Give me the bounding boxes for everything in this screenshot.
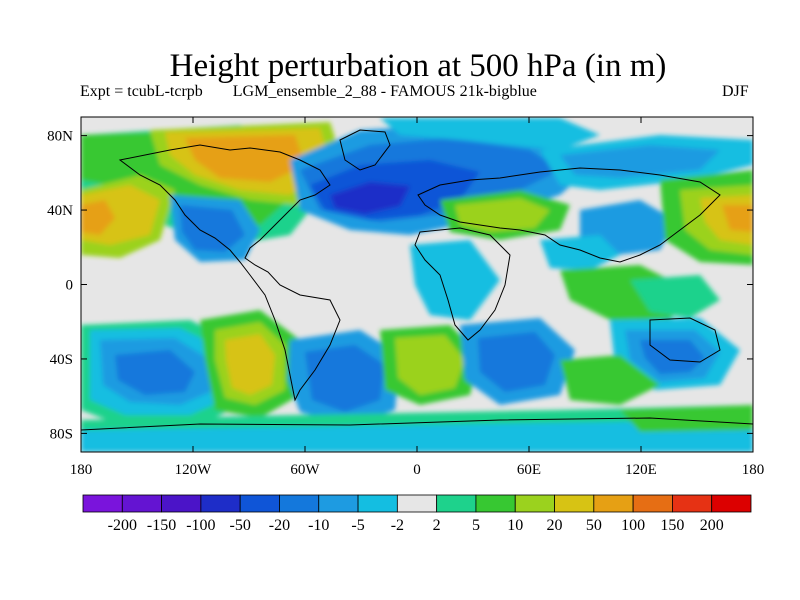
colorbar-label: -150 <box>147 517 176 534</box>
colorbar: -200 -150 -100 -50 -20 -10 -5 -2 2 5 10 20 50 100 150 2… <box>82 494 752 534</box>
run-label: LGM_ensemble_2_88 - FAMOUS 21k-bigblue <box>232 83 537 100</box>
colorbar-swatch <box>161 494 202 513</box>
colorbar-swatch <box>436 494 477 513</box>
x-tick-label: 60E <box>517 462 541 478</box>
antarctica-outline <box>81 417 753 431</box>
subtitle-experiment: Expt = tcubL-tcrpb LGM_ensemble_2_88 - F… <box>80 82 537 102</box>
colorbar-label: 5 <box>472 517 480 534</box>
x-tick-label: 120W <box>175 462 213 478</box>
colorbar-label: 100 <box>621 517 645 534</box>
colorbar-swatch <box>200 494 241 513</box>
colorbar-swatch <box>121 494 162 513</box>
colorbar-swatch <box>632 494 673 513</box>
colorbar-swatch <box>672 494 713 513</box>
colorbar-label: -2 <box>391 517 404 534</box>
colorbar-label: -200 <box>108 517 137 534</box>
experiment-label: Expt = tcubL-tcrpb <box>80 83 203 100</box>
colorbar-swatch <box>357 494 398 513</box>
colorbar-swatch <box>514 494 555 513</box>
x-tick-label: 180 <box>742 462 765 478</box>
colorbar-label: -50 <box>230 517 251 534</box>
colorbar-swatch <box>396 494 438 513</box>
colorbar-swatch <box>554 494 595 513</box>
colorbar-label: 2 <box>433 517 441 534</box>
colorbar-label: 150 <box>660 517 684 534</box>
colorbar-label: -20 <box>269 517 290 534</box>
x-tick-label: 60W <box>290 462 320 478</box>
colorbar-swatch <box>711 494 752 513</box>
colorbar-swatch <box>82 494 123 513</box>
season-label: DJF <box>722 83 749 100</box>
colorbar-swatch <box>475 494 516 513</box>
americas-outline <box>118 144 341 402</box>
australia-outline <box>649 317 721 363</box>
africa-outline <box>414 227 511 341</box>
greenland-outline <box>339 129 391 171</box>
y-tick-label: 80N <box>47 129 73 145</box>
colorbar-label: 20 <box>547 517 563 534</box>
colorbar-label: 10 <box>507 517 523 534</box>
x-tick-label: 180 <box>70 462 93 478</box>
eurasia-outline <box>417 167 721 263</box>
y-axis: 80N 40N 0 40S 80S <box>47 129 753 442</box>
colorbar-label: 200 <box>700 517 724 534</box>
y-tick-label: 40S <box>50 352 73 368</box>
colorbar-swatch <box>279 494 320 513</box>
colorbar-label: 50 <box>586 517 602 534</box>
coastlines <box>81 129 753 431</box>
y-tick-label: 0 <box>66 278 74 294</box>
contour-field <box>81 117 753 452</box>
colorbar-swatch <box>318 494 359 513</box>
x-tick-label: 0 <box>413 462 421 478</box>
colorbar-swatch <box>239 494 280 513</box>
y-tick-label: 80S <box>50 426 73 442</box>
x-axis: 180 120W 60W 0 60E 120E 180 <box>70 117 765 478</box>
x-tick-label: 120E <box>625 462 657 478</box>
colorbar-label: -5 <box>351 517 364 534</box>
colorbar-label: -100 <box>186 517 215 534</box>
colorbar-label: -10 <box>308 517 329 534</box>
map-title: Height perturbation at 500 hPa (in m) <box>169 48 667 84</box>
y-tick-label: 40N <box>47 203 73 219</box>
colorbar-swatch <box>593 494 634 513</box>
